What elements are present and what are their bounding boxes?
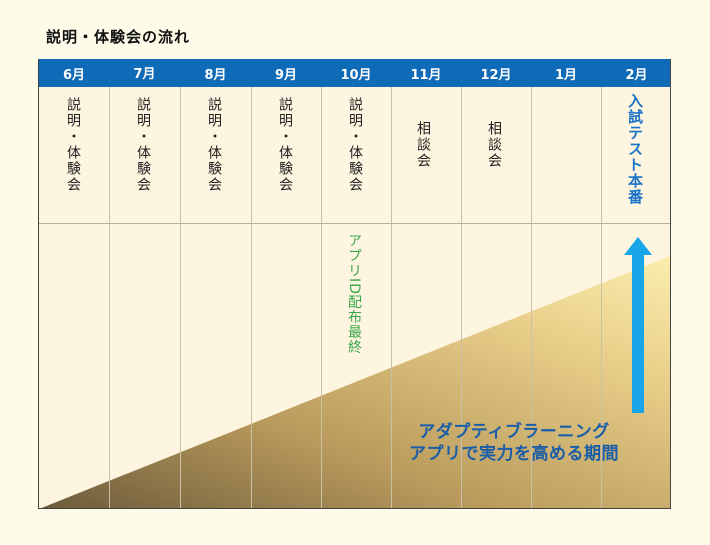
month-aug: 8月 (204, 67, 227, 83)
month-dec: 12月 (480, 67, 512, 83)
month-jun: 6月 (62, 67, 86, 83)
month-oct: 10月 (340, 67, 372, 83)
learning-period-banner: アダプティブラーニング アプリで実力を高める期間 (379, 421, 649, 465)
column-divider (180, 87, 181, 508)
banner-line-1: アダプティブラーニング (418, 422, 610, 442)
column-divider (601, 87, 602, 508)
timeline-board: 6月 7月 8月 9月 10月 11月 12月 1月 2月 説明・体験会 説明・… (38, 59, 671, 509)
event-sep: 説明・体験会 (277, 97, 293, 193)
column-divider (531, 87, 532, 508)
month-nov: 11月 (410, 67, 442, 83)
event-dec: 相談会 (486, 121, 502, 169)
event-aug: 説明・体験会 (206, 97, 222, 193)
column-divider (461, 87, 462, 508)
month-sep: 9月 (274, 67, 298, 83)
banner-line-2: アプリで実力を高める期間 (409, 444, 619, 464)
event-nov: 相談会 (415, 121, 431, 169)
up-arrow-icon (624, 237, 652, 413)
column-divider (251, 87, 252, 508)
column-divider (391, 87, 392, 508)
event-jul: 説明・体験会 (135, 97, 151, 193)
event-feb-exam: 入試テスト本番 (626, 93, 644, 205)
note-app-id-deadline: アプリID配布最終 (346, 233, 362, 355)
month-jul: 7月 (109, 59, 180, 87)
event-oct: 説明・体験会 (347, 97, 363, 193)
month-jan: 1月 (554, 67, 578, 83)
column-divider (109, 87, 110, 508)
row-divider (39, 223, 670, 224)
column-divider (321, 87, 322, 508)
growth-wedge (41, 255, 670, 508)
page-title: 説明・体験会の流れ (46, 28, 191, 46)
month-feb: 2月 (625, 67, 648, 83)
event-jun: 説明・体験会 (65, 97, 81, 193)
